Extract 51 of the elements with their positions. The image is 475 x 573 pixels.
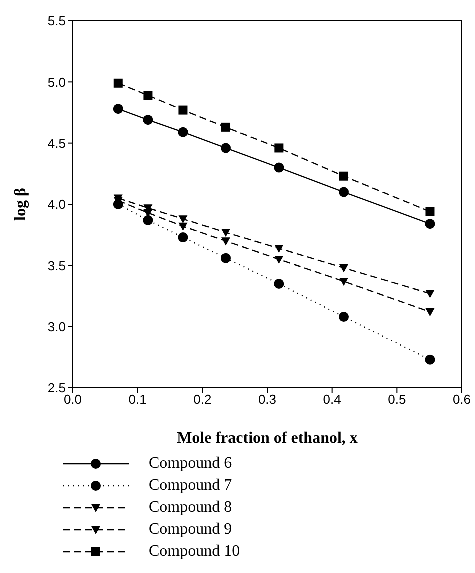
legend-label: Compound 7 xyxy=(149,477,232,495)
point xyxy=(178,106,188,115)
point xyxy=(340,264,349,273)
point xyxy=(178,222,188,232)
x-tick-label: 0.5 xyxy=(388,392,406,408)
x-tick-label: 0.0 xyxy=(64,392,82,408)
point xyxy=(425,354,436,365)
y-tick-label: 3.5 xyxy=(48,258,66,274)
point xyxy=(178,127,188,138)
y-axis-title: log β xyxy=(12,188,30,221)
point xyxy=(221,253,232,264)
x-axis-title: Mole fraction of ethanol, x xyxy=(177,430,358,447)
point xyxy=(222,229,231,238)
point xyxy=(143,115,154,126)
y-tick-label: 2.5 xyxy=(48,380,66,396)
y-tick-label: 5.0 xyxy=(48,74,66,90)
point xyxy=(339,312,350,322)
y-tick-label: 4.5 xyxy=(48,136,66,151)
point xyxy=(222,238,231,246)
point xyxy=(426,207,435,216)
y-tick-label: 4.0 xyxy=(48,197,66,212)
point xyxy=(425,219,436,230)
legend-label: Compound 10 xyxy=(149,543,240,561)
point xyxy=(144,91,153,100)
point xyxy=(426,308,435,317)
point xyxy=(222,122,231,132)
point xyxy=(274,144,284,153)
point xyxy=(340,172,349,181)
x-tick-label: 0.3 xyxy=(258,392,277,408)
point xyxy=(221,143,232,154)
x-tick-label: 0.1 xyxy=(128,392,147,408)
point xyxy=(274,162,284,173)
y-tick-label: 3.0 xyxy=(48,319,66,334)
point xyxy=(143,215,154,226)
legend-label: Compound 9 xyxy=(149,521,232,539)
point xyxy=(339,187,350,198)
point xyxy=(178,216,188,224)
point xyxy=(114,78,123,88)
x-tick-label: 0.4 xyxy=(323,392,342,408)
point xyxy=(274,279,284,290)
point xyxy=(274,256,284,264)
point xyxy=(426,290,435,298)
y-tick-label: 5.5 xyxy=(48,14,66,29)
x-tick-label: 0.6 xyxy=(452,392,472,408)
x-tick-label: 0.2 xyxy=(194,392,212,408)
point xyxy=(113,104,124,114)
point xyxy=(274,244,284,254)
point xyxy=(178,232,188,243)
point xyxy=(340,278,349,286)
legend-label: Compound 8 xyxy=(149,499,232,517)
legend-label: Compound 6 xyxy=(149,455,232,473)
